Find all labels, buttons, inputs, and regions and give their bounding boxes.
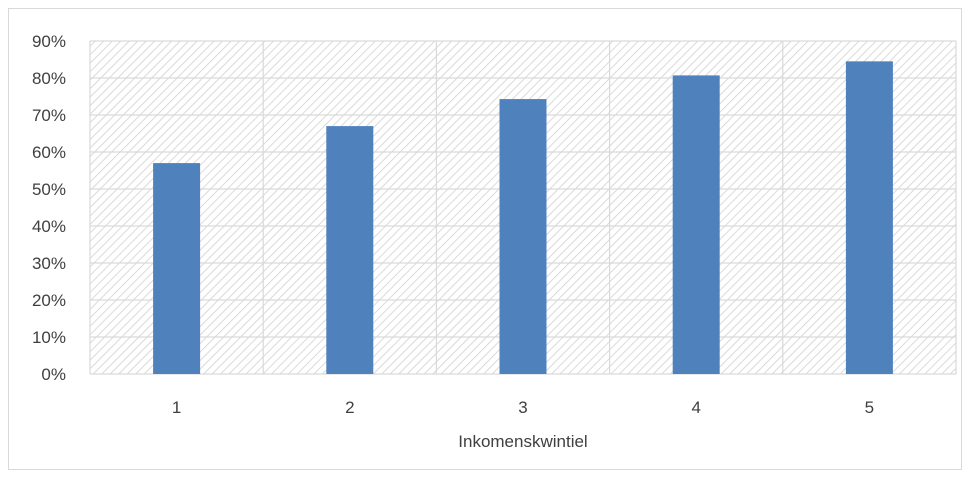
y-tick-label: 10% (32, 328, 66, 347)
x-tick-label: 4 (691, 398, 700, 417)
bar-5 (845, 61, 893, 374)
bars (153, 61, 893, 374)
x-tick-label: 2 (345, 398, 354, 417)
y-axis-ticks: 0% 10% 20% 30% 40% 50% 60% 70% 80% 90% (32, 32, 66, 384)
bar-4 (672, 75, 720, 374)
y-tick-label: 40% (32, 217, 66, 236)
y-tick-label: 80% (32, 69, 66, 88)
x-tick-label: 5 (865, 398, 874, 417)
bar-1 (153, 163, 201, 374)
y-tick-label: 20% (32, 291, 66, 310)
x-tick-label: 3 (518, 398, 527, 417)
bar-3 (499, 99, 547, 374)
y-tick-label: 0% (41, 365, 66, 384)
x-axis-title: Inkomenskwintiel (458, 432, 587, 451)
x-axis-ticks: 1 2 3 4 5 (172, 398, 874, 417)
x-tick-label: 1 (172, 398, 181, 417)
y-tick-label: 60% (32, 143, 66, 162)
y-tick-label: 70% (32, 106, 66, 125)
y-tick-label: 30% (32, 254, 66, 273)
y-tick-label: 50% (32, 180, 66, 199)
bar-2 (326, 126, 374, 374)
y-tick-label: 90% (32, 32, 66, 51)
